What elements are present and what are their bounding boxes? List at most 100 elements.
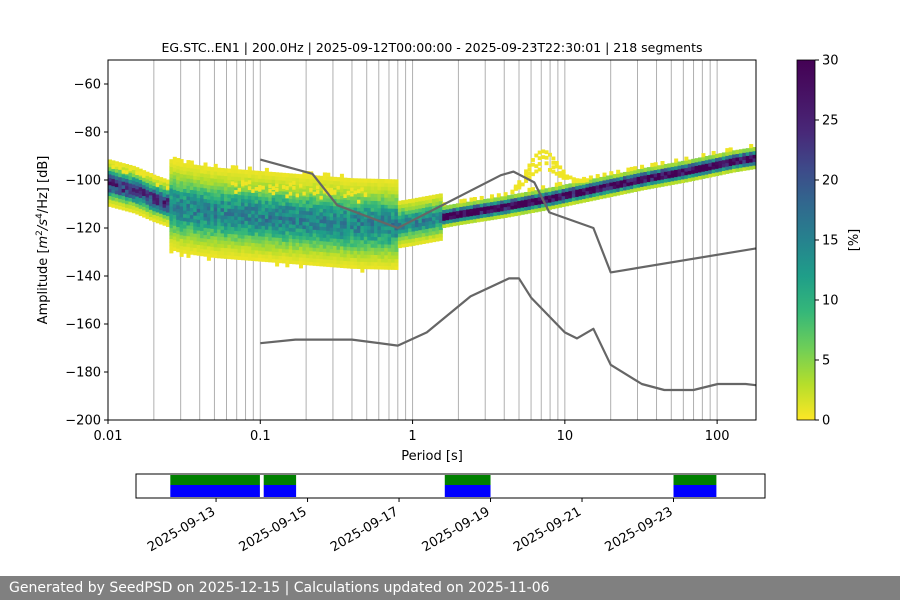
psd-bin [152, 210, 157, 215]
psd-bin [387, 200, 392, 205]
psd-bin [183, 213, 188, 218]
psd-bin [626, 167, 631, 172]
psd-bin [592, 189, 597, 194]
psd-bin [367, 207, 372, 212]
psd-bin [210, 170, 215, 175]
psd-bin [411, 212, 416, 218]
psd-bin [118, 187, 123, 192]
psd-bin [350, 264, 355, 269]
psd-bin [305, 207, 310, 212]
psd-bin [643, 167, 648, 172]
psd-bin [176, 183, 181, 188]
psd-bin [176, 215, 181, 220]
psd-bin [360, 261, 365, 266]
psd-bin [374, 229, 379, 234]
psd-bin [319, 262, 324, 267]
timeline-segment-top [444, 475, 491, 485]
psd-bin [251, 195, 256, 200]
psd-bin [704, 159, 709, 164]
psd-bin [128, 179, 133, 184]
timeline-tick-label: 2025-09-13 [145, 504, 218, 555]
psd-bin [384, 182, 389, 187]
psd-bin [397, 218, 402, 223]
psd-bin [370, 232, 375, 237]
psd-bin [507, 205, 512, 211]
psd-bin [241, 216, 246, 221]
psd-bin [186, 188, 191, 194]
psd-bin [394, 229, 399, 234]
psd-bin [599, 187, 604, 192]
psd-bin [524, 202, 529, 208]
psd-bin [268, 175, 273, 180]
psd-bin [360, 207, 365, 212]
psd-bin [203, 198, 208, 203]
psd-bin [571, 197, 576, 202]
psd-bin [268, 236, 273, 241]
psd-bin [582, 191, 587, 196]
psd-bin [319, 254, 324, 260]
psd-bin [524, 206, 529, 211]
psd-bin [377, 243, 382, 248]
psd-bin [237, 194, 242, 199]
psd-bin [200, 190, 205, 196]
psd-bin [179, 238, 184, 243]
psd-bin [742, 155, 747, 161]
psd-bin [251, 246, 256, 251]
psd-bin [203, 238, 208, 243]
psd-bin [281, 241, 286, 246]
psd-bin [408, 224, 413, 229]
psd-bin [336, 209, 341, 214]
psd-bin [350, 235, 355, 240]
psd-bin [169, 173, 174, 178]
psd-bin [258, 250, 263, 255]
psd-bin [193, 204, 198, 209]
psd-bin [196, 226, 201, 231]
psd-bin [234, 226, 239, 231]
psd-outlier-bin [244, 181, 249, 186]
psd-bin [244, 223, 249, 229]
psd-bin [333, 227, 338, 232]
psd-bin [312, 214, 317, 220]
psd-bin [241, 252, 246, 257]
psd-bin [271, 179, 276, 184]
psd-bin [193, 193, 198, 198]
psd-outlier-bin [165, 185, 170, 190]
psd-bin [319, 258, 324, 263]
psd-bin [339, 234, 344, 240]
psd-bin [677, 165, 682, 170]
psd-bin [537, 207, 542, 212]
psd-bin [213, 253, 218, 259]
psd-bin [186, 199, 191, 204]
psd-bin [193, 215, 198, 220]
psd-bin [193, 200, 198, 205]
psd-bin [435, 212, 440, 217]
psd-bin [360, 214, 365, 219]
psd-bin [176, 165, 181, 170]
psd-bin [353, 203, 358, 208]
psd-bin [367, 236, 372, 241]
psd-bin [329, 180, 334, 185]
psd-bin [261, 236, 266, 241]
psd-bin [298, 210, 303, 215]
psd-bin [275, 247, 280, 253]
psd-bin [469, 204, 474, 209]
colorbar-gradient [796, 59, 816, 421]
psd-bin [251, 181, 256, 186]
psd-bin [551, 194, 556, 199]
psd-bin [271, 229, 276, 234]
psd-bin [223, 254, 228, 259]
y-axis-label-post: /Hz] [dB] [36, 156, 51, 214]
psd-bin [622, 175, 627, 180]
psd-bin [602, 187, 607, 192]
psd-bin [268, 214, 273, 220]
psd-bin [241, 245, 246, 250]
psd-bin [367, 185, 372, 191]
psd-bin [421, 214, 426, 219]
psd-bin [640, 171, 645, 177]
psd-bin [186, 185, 191, 190]
psd-bin [404, 217, 409, 222]
psd-bin [319, 211, 324, 216]
psd-bin [370, 239, 375, 245]
psd-bin [176, 240, 181, 246]
psd-bin [653, 176, 658, 181]
